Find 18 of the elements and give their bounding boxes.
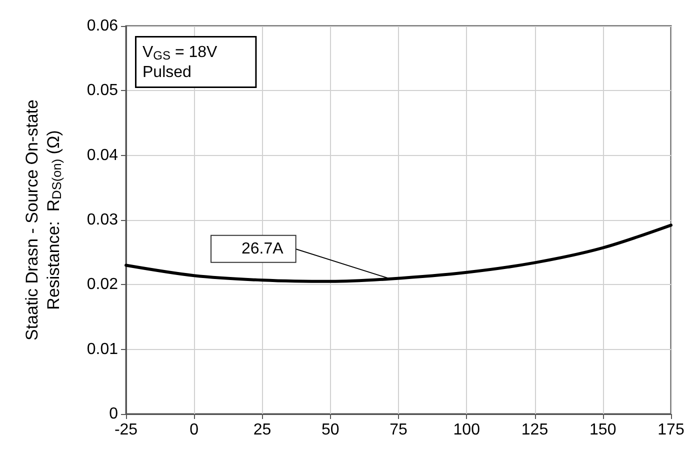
x-tick-label: 125 — [521, 422, 548, 438]
line-series — [124, 224, 672, 283]
x-tick-label: 0 — [190, 422, 199, 438]
annotation: 26.7A — [242, 240, 284, 258]
x-tick-label: -25 — [114, 422, 138, 438]
x-tick-label: 100 — [453, 422, 480, 438]
y-tick-label: 0.01 — [86, 340, 118, 358]
y-tick-label: 0.04 — [86, 146, 118, 164]
y-tick-label: 0.05 — [86, 82, 118, 100]
x-tick-label: 175 — [658, 422, 684, 438]
x-tick-label: 25 — [253, 422, 272, 438]
y-tick-label: 0 — [109, 406, 118, 422]
x-tick-label: 50 — [321, 422, 340, 438]
y-tick-label: 0.02 — [86, 276, 118, 294]
y-tick-label: 0.06 — [86, 18, 118, 34]
x-tick-label: 75 — [390, 422, 408, 438]
y-tick-label: 0.03 — [86, 212, 118, 228]
x-tick-label: 150 — [590, 422, 616, 438]
